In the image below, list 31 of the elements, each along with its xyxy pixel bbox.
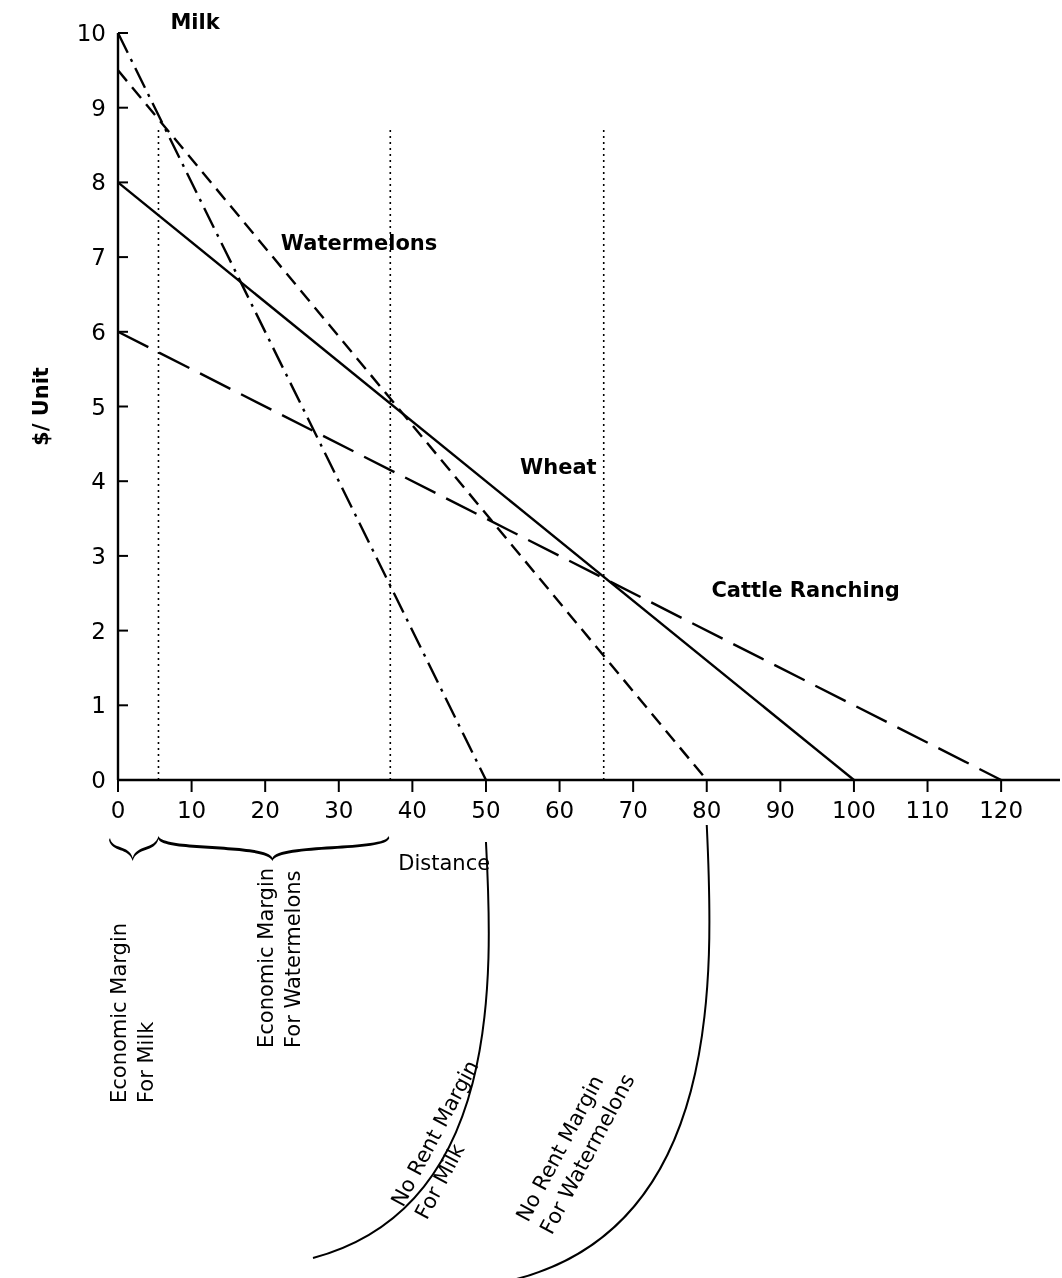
y-tick-label: 0 [91,767,106,793]
x-tick-label: 110 [905,797,950,823]
text: Economic Margin For Watermelons [254,867,305,1048]
x-tick-label: 120 [979,797,1024,823]
x-tick-label: 50 [471,797,501,823]
x-tick-label: 90 [765,797,795,823]
x-tick-label: 30 [324,797,354,823]
y-tick-label: 3 [91,542,106,569]
series-label: Cattle Ranching [711,577,900,602]
y-tick-label: 5 [91,393,106,420]
y-tick-label: 6 [91,318,106,345]
series-label: Wheat [520,454,597,479]
x-tick-label: 60 [544,797,575,823]
series-label: Watermelons [280,230,438,255]
x-tick-label: 10 [176,797,207,823]
y-tick-label: 1 [91,692,106,719]
y-tick-label: 7 [91,244,106,271]
y-tick-label: 2 [91,617,106,644]
y-axis-title: $/ Unit [29,367,53,446]
x-tick-label: 100 [831,797,876,823]
y-tick-label: 8 [91,169,106,196]
text: Milk [170,10,221,35]
y-tick-label: 9 [91,94,106,121]
x-tick-label: 70 [618,797,648,823]
x-tick-label: 20 [250,797,280,823]
x-tick-label: 80 [692,797,722,823]
x-tick-label: 0 [110,797,126,823]
text: Economic Margin For Milk [107,922,158,1103]
y-tick-label: 4 [91,468,106,495]
y-tick-label: 10 [76,20,106,46]
x-tick-label: 40 [397,797,428,823]
